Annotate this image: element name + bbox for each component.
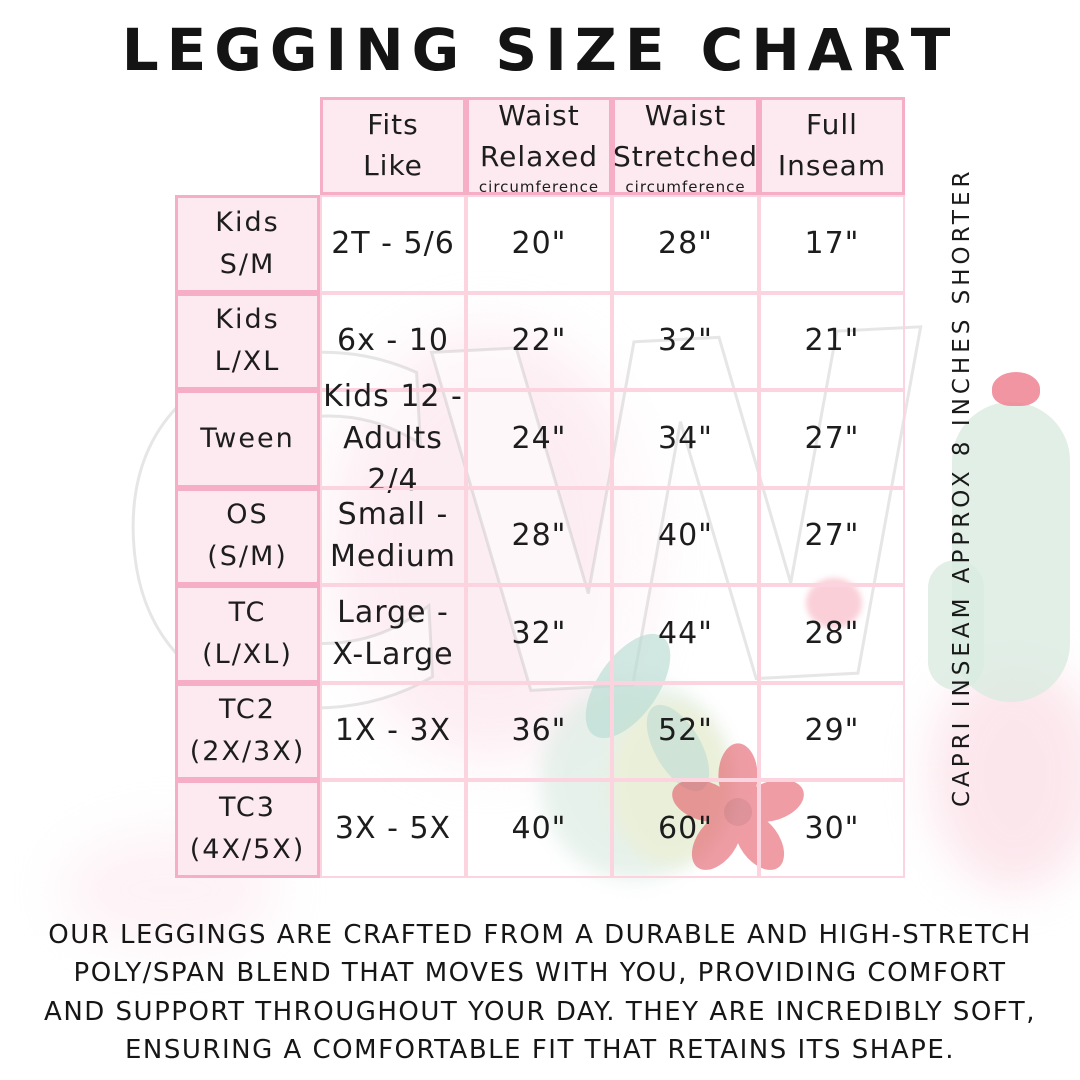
full-inseam-cell: 27" bbox=[759, 390, 905, 488]
description-line: ENSURING A COMFORTABLE FIT THAT RETAINS … bbox=[124, 1035, 956, 1066]
full-inseam-cell: 21" bbox=[759, 292, 905, 390]
waist-relaxed-cell: 24" bbox=[466, 390, 612, 488]
full-inseam-cell: 30" bbox=[759, 780, 905, 878]
size-label-cell: TC2 (2X/3X) bbox=[175, 682, 320, 780]
column-header-full-inseam: Full Inseam bbox=[759, 97, 905, 195]
full-inseam-cell: 29" bbox=[759, 682, 905, 780]
column-header-label: Waist Relaxed bbox=[479, 98, 599, 173]
waist-relaxed-cell: 28" bbox=[466, 487, 612, 585]
column-header-subnote: circumference bbox=[625, 178, 746, 197]
fits-like-cell: 1X - 3X bbox=[320, 682, 466, 780]
table-corner-cell bbox=[175, 97, 320, 195]
size-label-cell: Tween bbox=[175, 390, 320, 488]
waist-stretched-cell: 52" bbox=[612, 682, 759, 780]
size-table: Fits Like Waist Relaxed circumference Wa… bbox=[175, 97, 905, 878]
waist-stretched-cell: 44" bbox=[612, 585, 759, 683]
waist-stretched-cell: 60" bbox=[612, 780, 759, 878]
description-line: OUR LEGGINGS ARE CRAFTED FROM A DURABLE … bbox=[48, 920, 1032, 950]
waist-relaxed-cell: 36" bbox=[466, 682, 612, 780]
column-header-waist-stretched: Waist Stretched circumference bbox=[612, 97, 759, 197]
cactus-flower-watermark bbox=[992, 372, 1040, 406]
waist-relaxed-cell: 22" bbox=[466, 292, 612, 390]
size-label-cell: Kids L/XL bbox=[175, 292, 320, 390]
fits-like-cell: 2T - 5/6 bbox=[320, 195, 466, 293]
fits-like-cell: Small - Medium bbox=[320, 487, 466, 585]
waist-stretched-cell: 34" bbox=[612, 390, 759, 488]
full-inseam-cell: 28" bbox=[759, 585, 905, 683]
waist-stretched-cell: 40" bbox=[612, 487, 759, 585]
waist-relaxed-cell: 20" bbox=[466, 195, 612, 293]
waist-relaxed-cell: 40" bbox=[466, 780, 612, 878]
description-line: POLY/SPAN BLEND THAT MOVES WITH YOU, PRO… bbox=[73, 958, 1007, 989]
column-header-fits-like: Fits Like bbox=[320, 97, 466, 195]
waist-stretched-cell: 32" bbox=[612, 292, 759, 390]
column-header-label: Waist Stretched bbox=[613, 98, 758, 173]
full-inseam-cell: 17" bbox=[759, 195, 905, 293]
column-header-waist-relaxed: Waist Relaxed circumference bbox=[466, 97, 612, 197]
full-inseam-cell: 27" bbox=[759, 487, 905, 585]
column-header-label: Fits Like bbox=[363, 107, 423, 182]
column-header-subnote: circumference bbox=[478, 178, 600, 197]
size-label-cell: TC (L/XL) bbox=[175, 585, 320, 683]
capri-inseam-note: CAPRI INSEAM APPROX 8 INCHES SHORTER bbox=[949, 167, 975, 808]
size-label-cell: Kids S/M bbox=[175, 195, 320, 293]
page-title: LEGGING SIZE CHART bbox=[121, 16, 959, 84]
waist-relaxed-cell: 32" bbox=[466, 585, 612, 683]
fits-like-cell: Kids 12 - Adults 2/4 bbox=[320, 379, 466, 498]
size-label-cell: OS (S/M) bbox=[175, 487, 320, 585]
waist-stretched-cell: 28" bbox=[612, 195, 759, 293]
column-header-label: Full Inseam bbox=[777, 107, 887, 182]
fits-like-cell: Large - X-Large bbox=[320, 585, 466, 683]
cactus-watermark bbox=[928, 560, 984, 690]
description-line: AND SUPPORT THROUGHOUT YOUR DAY. THEY AR… bbox=[44, 996, 1036, 1027]
fits-like-cell: 3X - 5X bbox=[320, 780, 466, 878]
description-text: OUR LEGGINGS ARE CRAFTED FROM A DURABLE … bbox=[0, 916, 1080, 1070]
size-label-cell: TC3 (4X/5X) bbox=[175, 780, 320, 878]
fits-like-cell: 6x - 10 bbox=[320, 292, 466, 390]
